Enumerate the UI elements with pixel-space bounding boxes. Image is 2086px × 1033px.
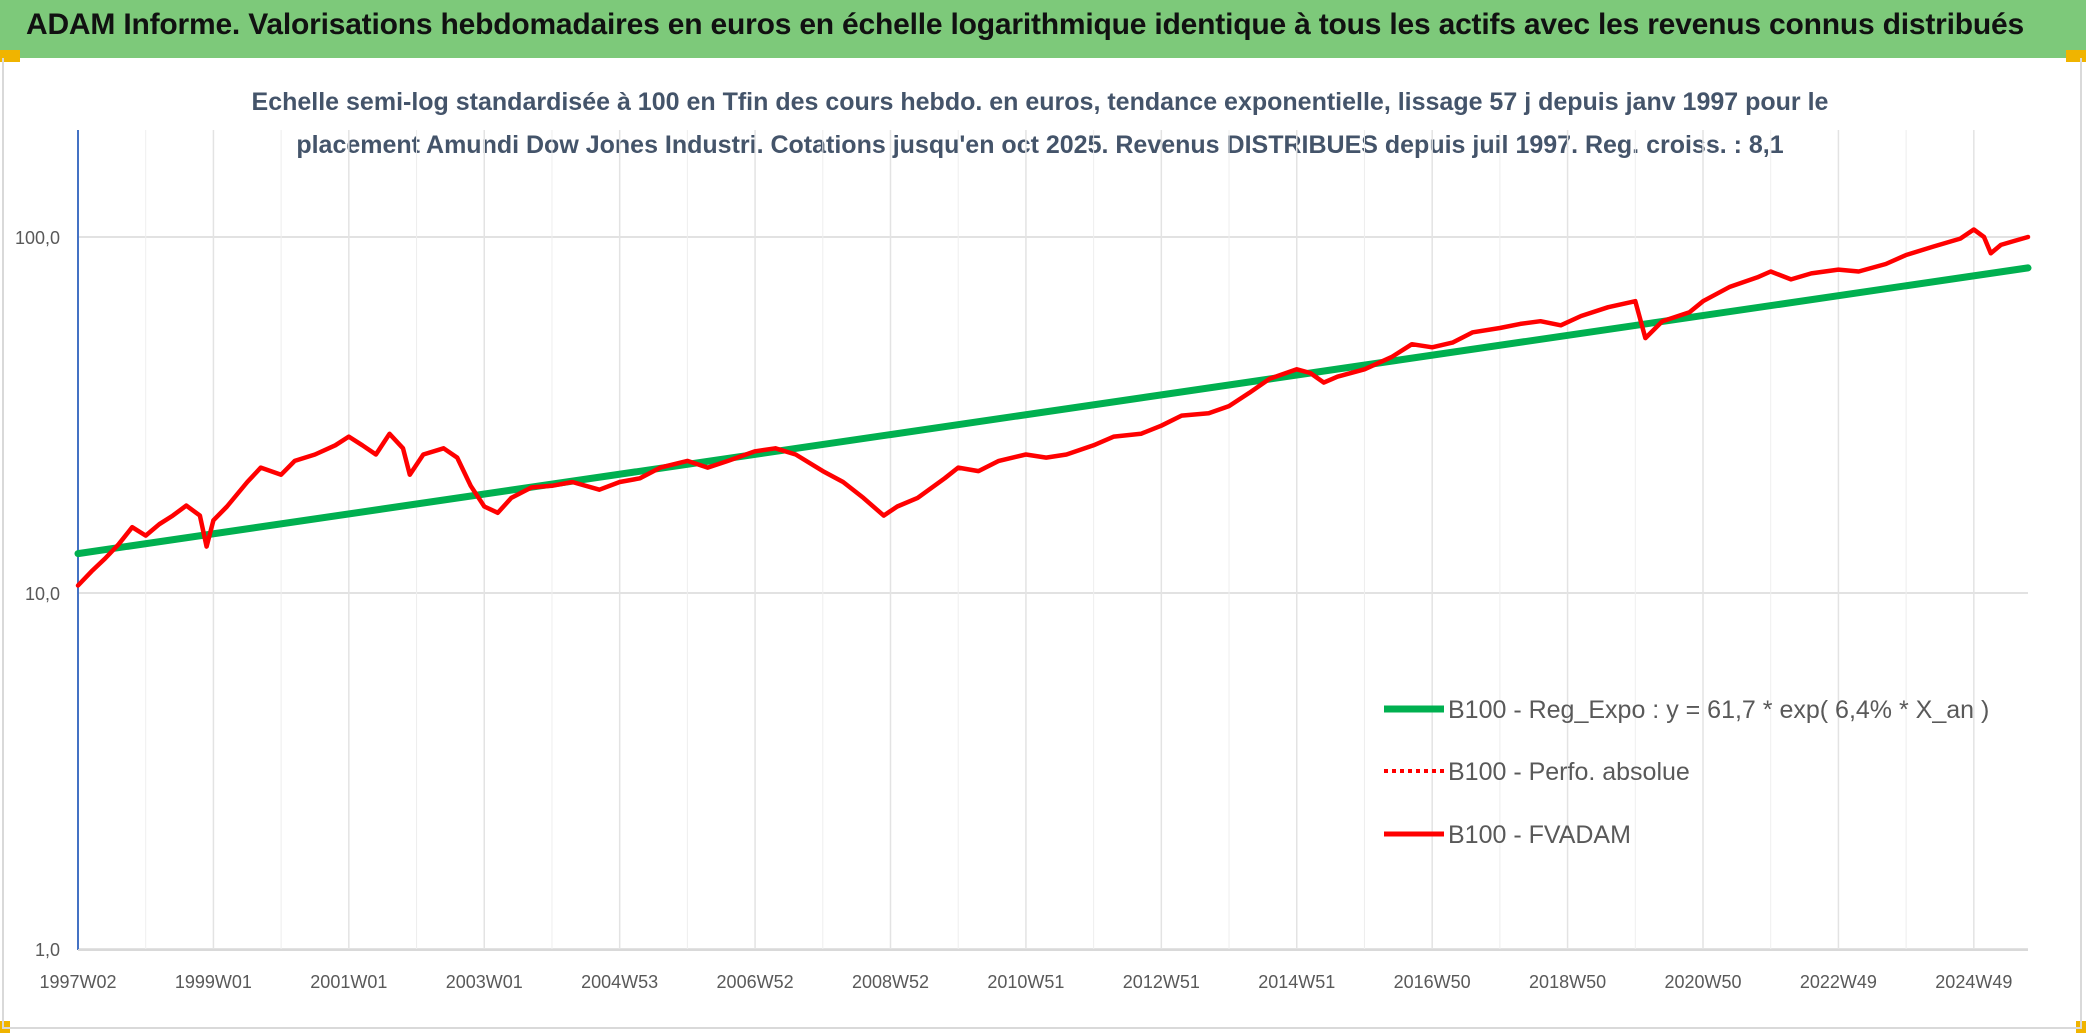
x-tick-label: 2008W52 bbox=[852, 972, 929, 992]
x-tick-label: 2012W51 bbox=[1123, 972, 1200, 992]
x-tick-label: 2010W51 bbox=[987, 972, 1064, 992]
x-tick-label: 2003W01 bbox=[446, 972, 523, 992]
x-tick-label: 1999W01 bbox=[175, 972, 252, 992]
header-banner: ADAM Informe. Valorisations hebdomadaire… bbox=[0, 0, 2086, 58]
x-tick-label: 2004W53 bbox=[581, 972, 658, 992]
series-line-2 bbox=[75, 227, 2031, 588]
x-tick-label: 2024W49 bbox=[1935, 972, 2012, 992]
chart-title-line-1: Echelle semi-log standardisée à 100 en T… bbox=[251, 88, 1829, 116]
x-tick-label: 2022W49 bbox=[1800, 972, 1877, 992]
x-tick-label: 2016W50 bbox=[1394, 972, 1471, 992]
legend-label-2: B100 - FVADAM bbox=[1448, 821, 1631, 849]
page-title: ADAM Informe. Valorisations hebdomadaire… bbox=[26, 8, 2024, 41]
series-line-0 bbox=[74, 264, 2032, 558]
chart-area-frame bbox=[2, 58, 2082, 1029]
x-tick-label: 2001W01 bbox=[310, 972, 387, 992]
series-lines bbox=[74, 227, 2032, 588]
legend: B100 - Reg_Expo : y = 61,7 * exp( 6,4% *… bbox=[1384, 696, 1989, 849]
x-tick-label: 2006W52 bbox=[717, 972, 794, 992]
x-tick-label: 2018W50 bbox=[1529, 972, 1606, 992]
x-tick-label: 2014W51 bbox=[1258, 972, 1335, 992]
legend-label-0: B100 - Reg_Expo : y = 61,7 * exp( 6,4% *… bbox=[1448, 696, 1989, 724]
x-tick-label: 1997W02 bbox=[39, 972, 116, 992]
legend-label-1: B100 - Perfo. absolue bbox=[1448, 758, 1690, 786]
y-tick-label: 100,0 bbox=[15, 228, 60, 248]
corner-marker-left bbox=[0, 50, 20, 62]
y-tick-label: 10,0 bbox=[25, 584, 60, 604]
grid-lines bbox=[77, 130, 2028, 950]
chart-title-line-2: placement Amundi Dow Jones Industri. Cot… bbox=[296, 131, 1784, 159]
axes: 100,0 10,0 1,0 1997W02 1999W01 2001W01 2003W01… bbox=[15, 130, 2028, 992]
y-tick-label: 1,0 bbox=[35, 940, 60, 960]
x-tick-label: 2020W50 bbox=[1664, 972, 1741, 992]
